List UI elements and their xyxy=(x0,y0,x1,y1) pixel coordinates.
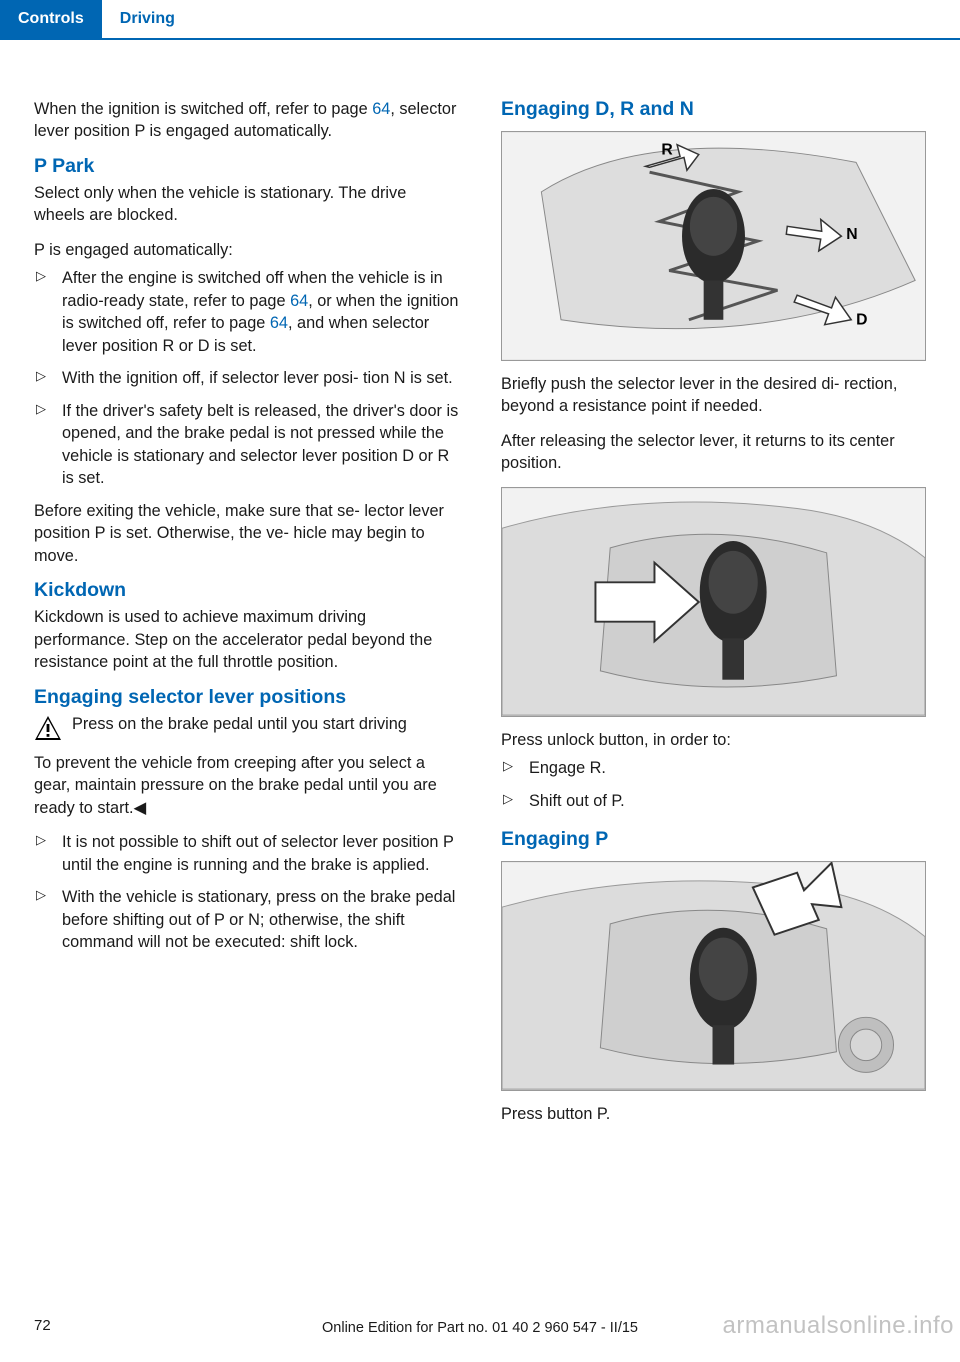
svg-text:N: N xyxy=(846,226,857,243)
page-link-64b[interactable]: 64 xyxy=(290,292,308,310)
watermark: armanualsonline.info xyxy=(723,1312,954,1340)
tab-controls[interactable]: Controls xyxy=(0,0,102,38)
heading-engaging-positions: Engaging selector lever positions xyxy=(34,686,459,709)
park-bullets: After the engine is switched off when th… xyxy=(34,267,459,489)
drn-bullet-2: Shift out of P. xyxy=(501,790,926,812)
park-bullet-2: With the ignition off, if selector lever… xyxy=(34,367,459,389)
right-column: Engaging D, R and N xyxy=(501,98,926,1138)
warning-row: Press on the brake pedal until you start… xyxy=(34,713,459,746)
heading-engaging-drn: Engaging D, R and N xyxy=(501,98,926,121)
drn-bullets: Engage R. Shift out of P. xyxy=(501,757,926,812)
engaging-bullet-1: It is not possible to shift out of selec… xyxy=(34,831,459,876)
heading-p-park: P Park xyxy=(34,155,459,178)
page-link-64c[interactable]: 64 xyxy=(270,314,288,332)
drn-bullet-1: Engage R. xyxy=(501,757,926,779)
kickdown-p1: Kickdown is used to achieve maximum driv… xyxy=(34,606,459,673)
park-p1: Select only when the vehicle is stationa… xyxy=(34,182,459,227)
top-tabs: Controls Driving xyxy=(0,0,960,40)
park-bullet-1: After the engine is switched off when th… xyxy=(34,267,459,357)
illustration-p-button xyxy=(501,861,926,1091)
svg-text:D: D xyxy=(856,312,867,329)
engaging-p-p1: Press button P. xyxy=(501,1103,926,1125)
illustration-selector-dir: R N D xyxy=(501,131,926,361)
drn-p2: After releasing the selector lever, it r… xyxy=(501,430,926,475)
svg-text:R: R xyxy=(661,142,673,159)
tab-driving[interactable]: Driving xyxy=(102,0,193,38)
engaging-p1: To prevent the vehicle from creeping aft… xyxy=(34,752,459,819)
content-area: When the ignition is switched off, refer… xyxy=(0,40,960,1138)
drn-p3: Press unlock button, in order to: xyxy=(501,729,926,751)
page-link-64a[interactable]: 64 xyxy=(372,100,390,118)
page: Controls Driving When the ignition is sw… xyxy=(0,0,960,1362)
park-bullet-3: If the driver's safety belt is released,… xyxy=(34,400,459,490)
park-p2: P is engaged automatically: xyxy=(34,239,459,261)
illustration-unlock-button xyxy=(501,487,926,717)
engaging-bullets: It is not possible to shift out of selec… xyxy=(34,831,459,953)
warning-icon xyxy=(34,715,62,746)
park-p3: Before exiting the vehicle, make sure th… xyxy=(34,500,459,567)
warning-text: Press on the brake pedal until you start… xyxy=(72,713,407,735)
engaging-bullet-2: With the vehicle is stationary, press on… xyxy=(34,886,459,953)
intro-text-before: When the ignition is switched off, refer… xyxy=(34,100,372,118)
left-column: When the ignition is switched off, refer… xyxy=(34,98,459,1138)
heading-kickdown: Kickdown xyxy=(34,579,459,602)
heading-engaging-p: Engaging P xyxy=(501,828,926,851)
intro-paragraph: When the ignition is switched off, refer… xyxy=(34,98,459,143)
drn-p1: Briefly push the selector lever in the d… xyxy=(501,373,926,418)
